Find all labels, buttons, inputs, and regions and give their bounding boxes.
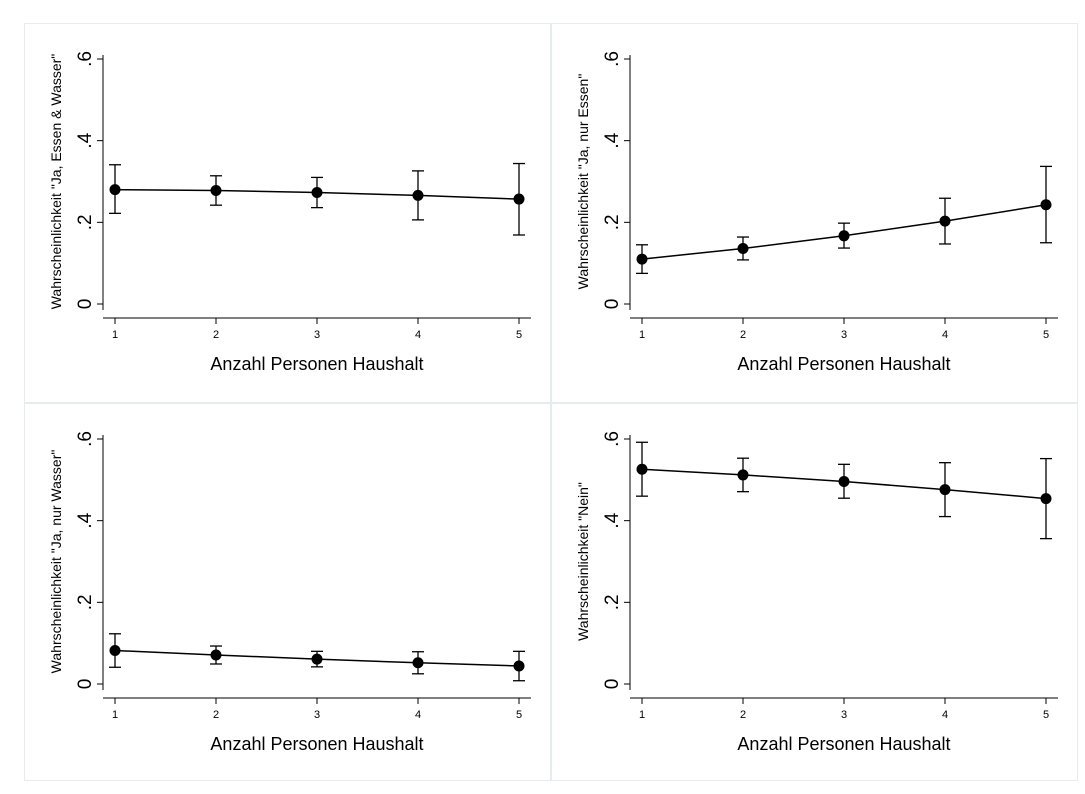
data-point <box>513 660 525 672</box>
data-point <box>109 184 121 196</box>
y-tick-label: .6 <box>75 431 96 447</box>
x-axis-title: Anzahl Personen Haushalt <box>210 354 423 374</box>
x-tick-label: 5 <box>1043 329 1049 341</box>
x-tick-label: 3 <box>314 329 320 341</box>
y-tick-label: .4 <box>602 132 623 148</box>
data-point <box>109 645 121 657</box>
x-tick-label: 1 <box>112 329 118 341</box>
y-tick-label: .6 <box>602 51 623 67</box>
y-tick-label: 0 <box>602 299 623 310</box>
data-point <box>412 189 424 201</box>
data-point <box>737 242 749 254</box>
data-point <box>939 215 951 227</box>
x-tick-label: 4 <box>415 329 421 341</box>
x-tick-label: 4 <box>942 709 948 721</box>
data-point <box>838 475 850 487</box>
x-tick-label: 2 <box>213 329 219 341</box>
y-tick-label: .6 <box>75 51 96 67</box>
data-point <box>939 484 951 496</box>
x-tick-label: 5 <box>516 329 522 341</box>
data-point <box>1040 199 1052 211</box>
data-point <box>412 657 424 669</box>
y-tick-label: .2 <box>75 594 96 610</box>
x-tick-label: 1 <box>112 709 118 721</box>
y-tick-label: .4 <box>75 512 96 528</box>
chart-svg-nur-essen: 0 .2 .4 .6 1 2 3 4 5 Anzahl Personen Haushalt Wahr… <box>575 51 1058 374</box>
chart-panel-nur-essen: 0 .2 .4 .6 1 2 3 4 5 Anzahl Personen Haushalt Wahr… <box>551 23 1078 403</box>
data-point <box>210 649 222 661</box>
data-point <box>636 463 648 475</box>
x-tick-label: 2 <box>740 329 746 341</box>
x-tick-label: 3 <box>841 709 847 721</box>
y-tick-label: .2 <box>602 594 623 610</box>
chart-panel-nur-wasser: 0 .2 .4 .6 1 2 3 4 5 Anzahl Personen Haushalt Wahr… <box>24 403 551 781</box>
x-tick-label: 3 <box>841 329 847 341</box>
data-point <box>636 253 648 265</box>
x-tick-label: 1 <box>639 329 645 341</box>
chart-panel-essen-wasser: 0 .2 .4 .6 1 2 3 4 5 Anzahl Personen Haushalt Wahr… <box>24 23 551 403</box>
data-point <box>1040 493 1052 505</box>
chart-panel-nein: 0 .2 .4 .6 1 2 3 4 5 Anzahl Personen Haushalt Wahr… <box>551 403 1078 781</box>
y-tick-label: .4 <box>75 132 96 148</box>
x-tick-label: 1 <box>639 709 645 721</box>
x-tick-label: 2 <box>213 709 219 721</box>
y-tick-label: 0 <box>75 679 96 690</box>
x-tick-label: 3 <box>314 709 320 721</box>
x-axis-title: Anzahl Personen Haushalt <box>210 734 423 754</box>
y-tick-label: 0 <box>75 299 96 310</box>
y-axis-title: Wahrscheinlichkeit "Ja, nur Wasser" <box>48 450 64 674</box>
x-tick-label: 2 <box>740 709 746 721</box>
y-tick-label: 0 <box>602 679 623 690</box>
chart-svg-essen-wasser: 0 .2 .4 .6 1 2 3 4 5 Anzahl Personen Haushalt Wahr… <box>48 51 531 374</box>
chart-svg-nein: 0 .2 .4 .6 1 2 3 4 5 Anzahl Personen Haushalt Wahr… <box>575 431 1058 754</box>
data-point <box>210 184 222 196</box>
data-point <box>838 230 850 242</box>
y-tick-label: .2 <box>75 214 96 230</box>
y-axis-title: Wahrscheinlichkeit "Ja, nur Essen" <box>575 74 591 290</box>
y-axis-title: Wahrscheinlichkeit "Nein" <box>575 482 591 641</box>
y-tick-label: .2 <box>602 214 623 230</box>
data-point <box>311 187 323 199</box>
chart-svg-nur-wasser: 0 .2 .4 .6 1 2 3 4 5 Anzahl Personen Haushalt Wahr… <box>48 431 531 754</box>
x-tick-label: 5 <box>516 709 522 721</box>
data-point <box>311 653 323 665</box>
x-tick-label: 5 <box>1043 709 1049 721</box>
y-tick-label: .6 <box>602 431 623 447</box>
y-tick-label: .4 <box>602 512 623 528</box>
y-axis-title: Wahrscheinlichkeit "Ja, Essen & Wasser" <box>48 54 64 310</box>
data-point <box>737 469 749 481</box>
x-tick-label: 4 <box>942 329 948 341</box>
data-point <box>513 193 525 205</box>
x-axis-title: Anzahl Personen Haushalt <box>737 354 950 374</box>
x-tick-label: 4 <box>415 709 421 721</box>
x-axis-title: Anzahl Personen Haushalt <box>737 734 950 754</box>
